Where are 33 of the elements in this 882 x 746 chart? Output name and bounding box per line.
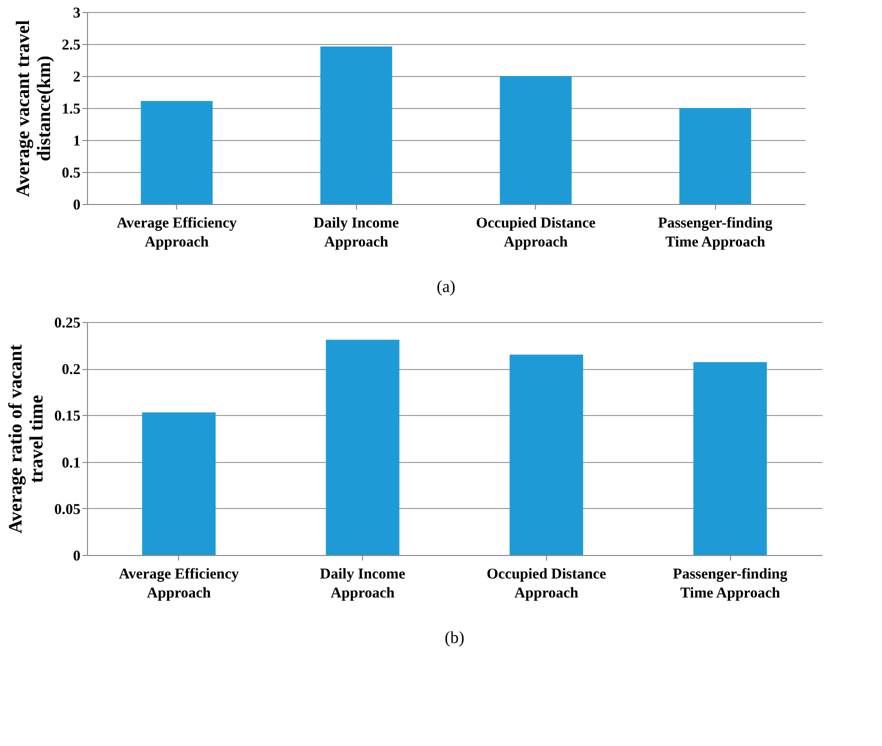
y-tick-label: 1 — [73, 134, 80, 150]
text: (a) — [436, 277, 456, 296]
bar — [142, 412, 216, 555]
y-tick-label: 0.2 — [62, 362, 80, 378]
bar — [693, 362, 767, 555]
y-axis-title: Average ratio of vacant travel time — [5, 344, 48, 534]
bar — [679, 108, 752, 204]
x-tick-label: Occupied Distance Approach — [486, 566, 607, 602]
y-tick-label: 0 — [73, 548, 80, 564]
bar — [500, 76, 572, 204]
y-tick-label: 3 — [73, 6, 80, 22]
x-tick-label: Daily Income Approach — [314, 216, 400, 250]
y-tick-label: 1.5 — [62, 102, 80, 118]
bar — [140, 100, 213, 204]
y-tick-label: 0.15 — [54, 408, 80, 425]
bar — [320, 46, 392, 204]
y-tick-label: 2 — [73, 70, 80, 86]
y-tick-label: 0.1 — [62, 455, 80, 472]
bar — [510, 354, 584, 555]
y-tick-label: 0.5 — [62, 166, 80, 182]
bar — [326, 340, 400, 555]
x-tick-label: Passenger-finding Time Approach — [672, 566, 788, 602]
text: (b) — [444, 628, 464, 647]
y-axis-title: Average vacant travel distance(km) — [12, 20, 55, 197]
y-tick-label: 0.05 — [54, 502, 80, 518]
x-tick-label: Occupied Distance Approach — [476, 216, 596, 250]
x-tick-label: Average Efficiency Approach — [118, 566, 240, 602]
x-tick-label: Average Efficiency Approach — [116, 216, 238, 250]
y-tick-label: 0.25 — [54, 316, 80, 332]
y-tick-label: 0 — [73, 198, 80, 214]
x-tick-label: Daily Income Approach — [320, 566, 406, 602]
y-tick-label: 2.5 — [62, 38, 80, 54]
x-tick-label: Passenger-finding Time Approach — [658, 216, 773, 250]
